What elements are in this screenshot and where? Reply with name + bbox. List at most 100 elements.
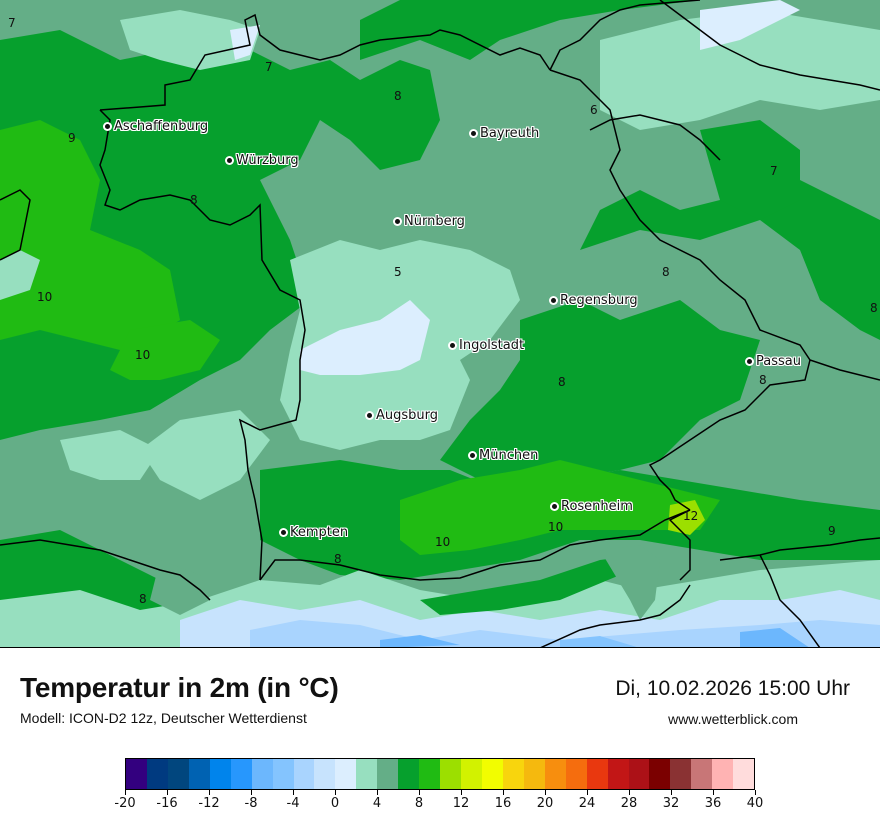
colorbar-segment xyxy=(272,759,294,789)
colorbar-segment xyxy=(314,759,336,789)
temperature-colorbar xyxy=(125,758,755,790)
colorbar-tick-label: -16 xyxy=(156,796,178,811)
colorbar-segment xyxy=(398,759,420,789)
isotherm-label: 8 xyxy=(190,193,198,207)
colorbar-segment xyxy=(461,759,482,789)
city-marker-icon xyxy=(450,343,455,348)
city-bayreuth: Bayreuth xyxy=(471,126,539,141)
colorbar-tick xyxy=(629,790,630,795)
forecast-datetime: Di, 10.02.2026 15:00 Uhr xyxy=(615,677,850,700)
colorbar-tick xyxy=(125,790,126,795)
colorbar-segment xyxy=(649,759,671,789)
colorbar-segment xyxy=(523,759,545,789)
colorbar-segment xyxy=(230,759,252,789)
colorbar-segment xyxy=(188,759,210,789)
city-marker-icon xyxy=(551,298,556,303)
colorbar-tick xyxy=(503,790,504,795)
colorbar-tick-label: 4 xyxy=(372,796,382,811)
isotherm-label: 8 xyxy=(139,592,147,606)
colorbar-segment xyxy=(712,759,734,789)
city-wuerzburg: Würzburg xyxy=(227,153,299,168)
colorbar-tick xyxy=(335,790,336,795)
isotherm-label: 12 xyxy=(683,509,699,523)
colorbar-segment xyxy=(377,759,399,789)
website-link[interactable]: www.wetterblick.com xyxy=(668,711,798,727)
colorbar-tick xyxy=(293,790,294,795)
city-marker-icon xyxy=(105,124,110,129)
colorbar-tick-label: 0 xyxy=(330,796,340,811)
chart-title: Temperatur in 2m (in °C) xyxy=(20,672,339,703)
colorbar-tick-label: 28 xyxy=(620,796,638,811)
isotherm-label: 8 xyxy=(662,265,670,279)
isotherm-label: 8 xyxy=(870,301,878,315)
colorbar-tick-label: 32 xyxy=(662,796,680,811)
isotherm-label: 9 xyxy=(828,524,836,538)
temperature-map[interactable]: Aschaffenburg Würzburg Bayreuth Nürnberg… xyxy=(0,0,880,648)
colorbar-tick-label: 36 xyxy=(704,796,722,811)
city-muenchen: München xyxy=(470,448,538,463)
colorbar-segment xyxy=(586,759,608,789)
isotherm-label: 7 xyxy=(265,60,273,74)
colorbar-segment xyxy=(167,759,189,789)
colorbar-tick-label: -12 xyxy=(198,796,220,811)
colorbar-tick-label: -4 xyxy=(286,796,300,811)
colorbar-segment xyxy=(670,759,692,789)
colorbar-tick xyxy=(419,790,420,795)
colorbar-tick-label: -20 xyxy=(114,796,136,811)
city-kempten: Kempten xyxy=(281,525,348,540)
colorbar-segment xyxy=(481,759,503,789)
city-marker-icon xyxy=(281,530,286,535)
colorbar-tick-label: 16 xyxy=(494,796,512,811)
colorbar-segment xyxy=(628,759,650,789)
city-nuernberg: Nürnberg xyxy=(395,214,465,229)
colorbar-tick-label: 12 xyxy=(452,796,470,811)
model-source: Modell: ICON-D2 12z, Deutscher Wetterdie… xyxy=(20,710,307,726)
colorbar-segment xyxy=(146,759,168,789)
isotherm-label: 7 xyxy=(770,164,778,178)
colorbar-tick xyxy=(545,790,546,795)
colorbar-tick xyxy=(671,790,672,795)
colorbar-segment xyxy=(419,759,441,789)
city-augsburg: Augsburg xyxy=(367,408,438,423)
colorbar-tick-label: -8 xyxy=(244,796,258,811)
colorbar-segment xyxy=(607,759,629,789)
colorbar-ticks: -20 -16 -12 -8 -4 0 4 8 12 16 20 24 28 32 36 40 xyxy=(114,790,763,820)
isotherm-label: 8 xyxy=(334,552,342,566)
city-marker-icon xyxy=(227,158,232,163)
colorbar-tick xyxy=(251,790,252,795)
map-canvas xyxy=(0,0,880,647)
colorbar-segment xyxy=(733,759,755,789)
city-rosenheim: Rosenheim xyxy=(552,499,633,514)
colorbar-tick xyxy=(461,790,462,795)
colorbar-tick-label: 20 xyxy=(536,796,554,811)
isotherm-label: 8 xyxy=(759,373,767,387)
colorbar-segment xyxy=(691,759,713,789)
isotherm-label: 5 xyxy=(394,265,402,279)
colorbar-segment xyxy=(126,759,147,789)
city-passau: Passau xyxy=(747,354,801,369)
colorbar-tick-label: 24 xyxy=(578,796,596,811)
colorbar-tick-label: 8 xyxy=(414,796,424,811)
city-marker-icon xyxy=(552,504,557,509)
isotherm-label: 10 xyxy=(548,520,564,534)
city-aschaffenburg: Aschaffenburg xyxy=(105,119,208,134)
colorbar-segment xyxy=(544,759,566,789)
city-regensburg: Regensburg xyxy=(551,293,638,308)
colorbar-tick xyxy=(755,790,756,795)
isotherm-label: 9 xyxy=(68,131,76,145)
isotherm-label: 10 xyxy=(435,535,451,549)
colorbar-segment xyxy=(502,759,524,789)
colorbar-segment xyxy=(251,759,273,789)
colorbar-segment xyxy=(356,759,378,789)
colorbar-tick xyxy=(167,790,168,795)
isotherm-label: 10 xyxy=(135,348,151,362)
city-ingolstadt: Ingolstadt xyxy=(450,338,524,353)
city-marker-icon xyxy=(367,413,372,418)
colorbar-tick xyxy=(377,790,378,795)
colorbar-tick xyxy=(713,790,714,795)
isotherm-label: 8 xyxy=(558,375,566,389)
isotherm-label: 8 xyxy=(394,89,402,103)
colorbar-segment xyxy=(565,759,587,789)
city-marker-icon xyxy=(470,453,475,458)
city-marker-icon xyxy=(747,359,752,364)
